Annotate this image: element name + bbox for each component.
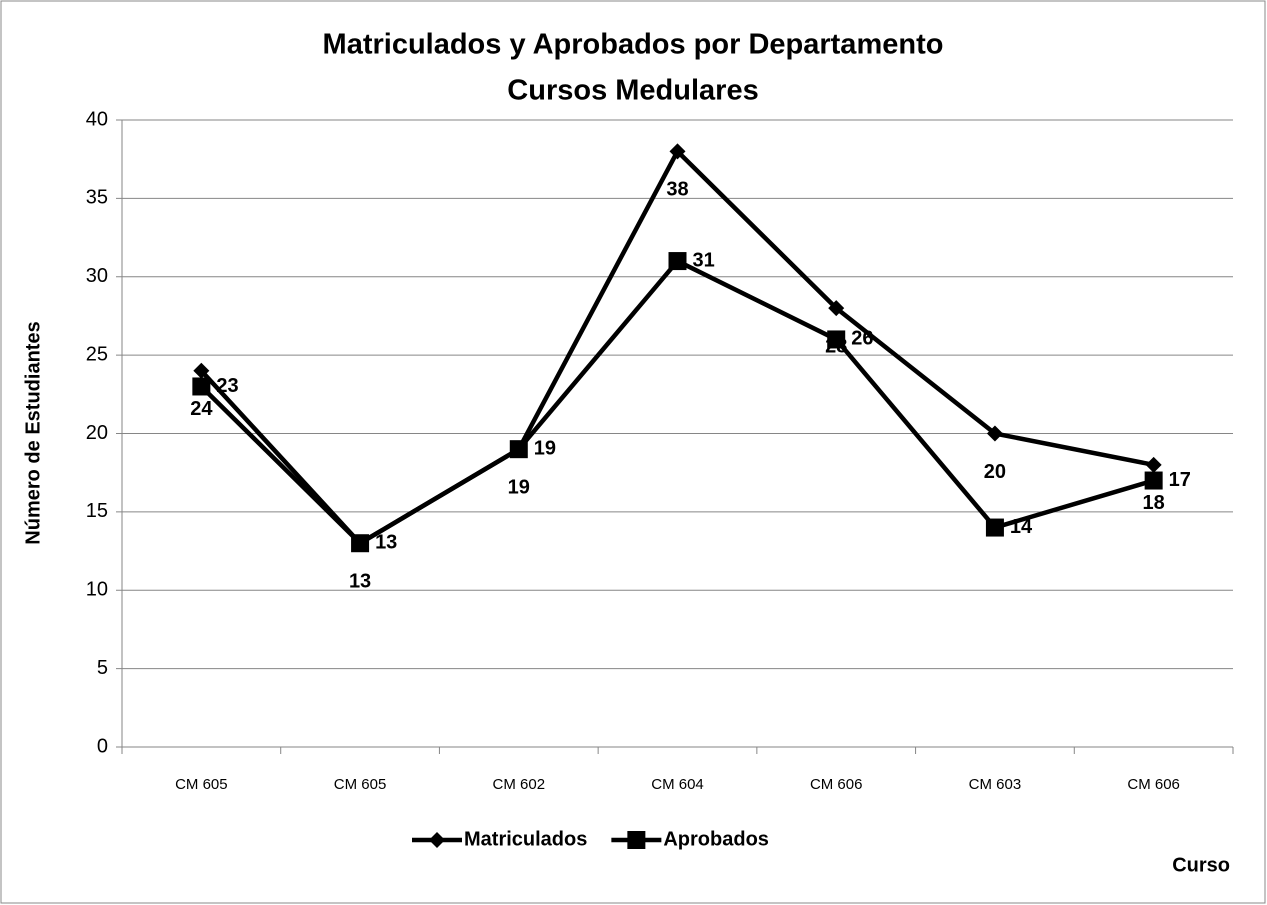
x-tick-label: CM 606 [1127, 776, 1180, 793]
y-tick-label: 10 [86, 579, 108, 601]
marker [429, 832, 445, 848]
x-tick-label: CM 603 [969, 776, 1022, 793]
data-label: 19 [508, 476, 530, 498]
data-label: 19 [534, 437, 556, 459]
y-tick-label: 0 [97, 735, 108, 757]
marker [509, 440, 528, 459]
x-tick-label: CM 605 [175, 776, 228, 793]
legend-label: Aprobados [663, 828, 769, 850]
data-label: 24 [190, 398, 213, 420]
marker [192, 377, 211, 396]
y-tick-label: 30 [86, 265, 108, 287]
legend-label: Matriculados [464, 828, 587, 850]
data-label: 14 [1010, 516, 1033, 538]
data-label: 26 [851, 328, 873, 350]
x-axis-label: Curso [1172, 854, 1230, 876]
y-tick-label: 15 [86, 500, 108, 522]
data-label: 17 [1169, 469, 1191, 491]
y-axis-label: Número de Estudiantes [22, 321, 44, 544]
chart-title: Matriculados y Aprobados por Departament… [323, 29, 944, 61]
data-label: 31 [693, 249, 715, 271]
data-label: 38 [666, 179, 688, 201]
chart-title: Cursos Medulares [507, 75, 758, 107]
marker [1145, 456, 1162, 473]
marker [1144, 471, 1163, 490]
marker [193, 362, 210, 379]
x-tick-label: CM 602 [493, 776, 546, 793]
data-label: 23 [216, 375, 238, 397]
marker [669, 143, 686, 160]
x-tick-label: CM 605 [334, 776, 387, 793]
data-label: 13 [349, 571, 371, 593]
data-label: 20 [984, 461, 1006, 483]
y-tick-label: 25 [86, 343, 108, 365]
data-label: 18 [1143, 492, 1165, 514]
marker [986, 425, 1003, 442]
y-tick-label: 40 [86, 108, 108, 130]
marker [828, 300, 845, 317]
y-tick-label: 5 [97, 657, 108, 679]
x-tick-label: CM 606 [810, 776, 863, 793]
marker [627, 831, 646, 849]
marker [668, 252, 687, 271]
marker [351, 534, 370, 553]
y-tick-label: 35 [86, 187, 108, 209]
y-tick-label: 20 [86, 422, 108, 444]
data-label: 13 [375, 532, 397, 554]
marker [827, 330, 846, 349]
x-tick-label: CM 604 [651, 776, 704, 793]
marker [985, 518, 1004, 537]
